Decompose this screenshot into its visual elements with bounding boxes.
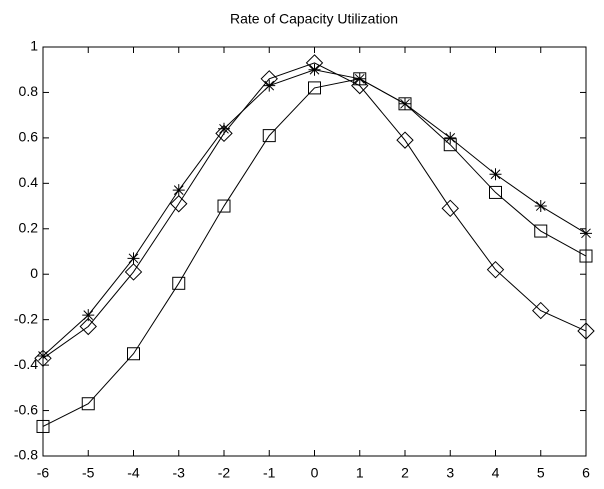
- x-tick-label: 5: [537, 465, 545, 481]
- x-tick-label: -5: [82, 465, 95, 481]
- marker-diamond: [215, 124, 233, 143]
- marker-diamond: [486, 260, 505, 279]
- marker-diamond: [79, 317, 97, 336]
- marker-square: [579, 249, 593, 263]
- marker-diamond: [305, 54, 324, 72]
- marker-star: [37, 350, 49, 363]
- marker-square: [172, 276, 186, 290]
- x-tick-label: -3: [173, 465, 186, 481]
- marker-star: [82, 309, 95, 322]
- marker-star: [263, 79, 276, 92]
- chart-title: Rate of Capacity Utilization: [230, 11, 398, 27]
- x-tick-label: -2: [218, 465, 231, 481]
- x-tick-label: 1: [356, 465, 364, 481]
- y-tick-label: -0.6: [14, 401, 38, 417]
- marker-diamond: [124, 263, 143, 281]
- y-tick-label: 0: [30, 265, 38, 281]
- marker-star: [218, 122, 230, 135]
- marker-star: [444, 131, 457, 144]
- marker-diamond: [532, 301, 550, 320]
- x-tick-label: 3: [446, 465, 454, 481]
- marker-square: [262, 129, 276, 143]
- y-tick-label: 1: [30, 38, 38, 54]
- marker-diamond: [170, 195, 188, 213]
- marker-star: [534, 200, 547, 213]
- marker-square: [127, 347, 140, 361]
- x-tick-label: 0: [311, 465, 319, 481]
- x-tick-label: 4: [492, 465, 500, 481]
- marker-star: [308, 63, 321, 76]
- y-tick-label: -0.2: [14, 310, 38, 326]
- x-tick-label: -6: [37, 465, 50, 481]
- marker-square: [443, 138, 457, 152]
- y-tick-label: 0.6: [19, 129, 39, 145]
- marker-square: [36, 419, 50, 433]
- marker-diamond: [34, 349, 52, 368]
- series-line: [42, 78, 587, 427]
- marker-square: [398, 97, 412, 111]
- marker-square: [217, 199, 231, 213]
- marker-square: [489, 185, 502, 199]
- series-line: [42, 69, 587, 357]
- marker-diamond: [577, 322, 595, 340]
- marker-star: [172, 184, 185, 197]
- y-tick-label: 0.2: [19, 219, 39, 235]
- marker-star: [127, 252, 140, 265]
- series-line: [42, 62, 587, 359]
- marker-square: [81, 397, 95, 411]
- x-tick-label: 6: [582, 465, 590, 481]
- y-tick-label: 0.4: [19, 174, 39, 190]
- x-tick-label: -1: [263, 465, 276, 481]
- marker-square: [308, 81, 321, 95]
- x-tick-label: 2: [401, 465, 409, 481]
- plot-frame: [42, 46, 587, 457]
- marker-square: [353, 72, 367, 86]
- marker-star: [489, 168, 502, 181]
- marker-diamond: [260, 70, 278, 88]
- marker-star: [580, 227, 592, 240]
- marker-diamond: [441, 199, 459, 218]
- y-tick-label: 0.8: [19, 83, 39, 99]
- marker-square: [534, 224, 548, 238]
- marker-diamond: [396, 131, 414, 149]
- x-tick-label: -4: [127, 465, 140, 481]
- marker-diamond: [351, 76, 369, 95]
- y-tick-label: -0.8: [14, 447, 38, 463]
- y-tick-label: -0.4: [14, 356, 38, 372]
